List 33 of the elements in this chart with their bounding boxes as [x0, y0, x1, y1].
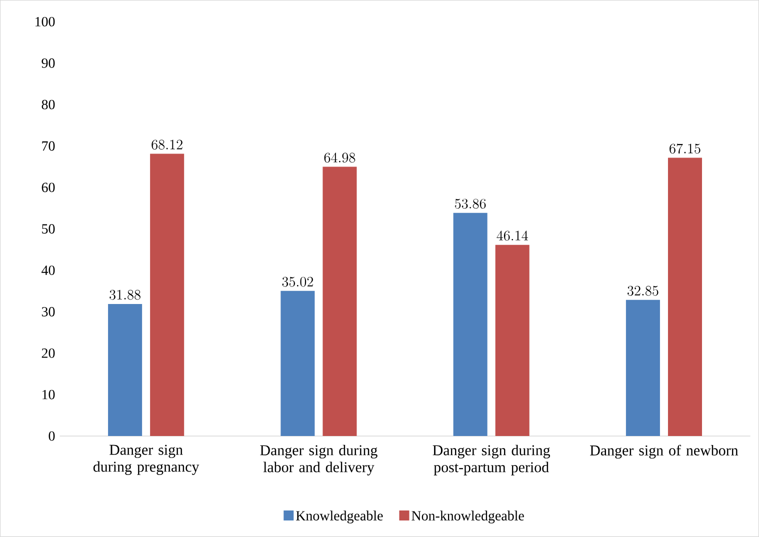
data-label: 53.86 [455, 198, 486, 209]
x-tick-label: Danger sign during labor and delivery [260, 444, 378, 476]
y-tick-label: 100 [36, 17, 55, 27]
y-tick-label: 60 [42, 182, 55, 192]
bar [280, 291, 315, 436]
data-label: 31 .88 [110, 290, 140, 300]
bar [108, 304, 142, 436]
legend-label: Knowledgeable [296, 510, 383, 524]
y-tick-label: 30 [42, 307, 55, 317]
bar [668, 158, 702, 436]
y-tick-label: 50 [42, 224, 55, 234]
data-label: 67. 15 [670, 144, 700, 154]
x-tick-label: Danger sign of newborn [590, 444, 738, 459]
bar [322, 166, 357, 436]
data-label: 35.02 [282, 276, 313, 287]
bar [150, 154, 184, 436]
legend-label: Non-knowledgeable [412, 510, 524, 524]
data-label: 68. 12 [152, 140, 182, 150]
x-tick-label: Danger sign during post-partum period [432, 444, 550, 476]
y-tick-label: 40 [42, 266, 55, 276]
x-tick-label: Danger sign during pregnancy [93, 444, 200, 475]
y-tick-label: 20 [42, 348, 55, 358]
y-tick-label: 10 [42, 390, 55, 400]
data-label: 46. 14 [496, 230, 528, 241]
bar [495, 244, 530, 436]
y-tick-label: 70 [42, 141, 55, 151]
y-tick-label: 80 [42, 100, 55, 110]
bar [453, 212, 488, 436]
y-tick-label: 0 [48, 431, 55, 441]
bar [626, 300, 660, 436]
data-label: 64.98 [324, 152, 356, 163]
data-label: 32.85 [628, 286, 658, 296]
y-tick-label: 90 [42, 58, 55, 68]
